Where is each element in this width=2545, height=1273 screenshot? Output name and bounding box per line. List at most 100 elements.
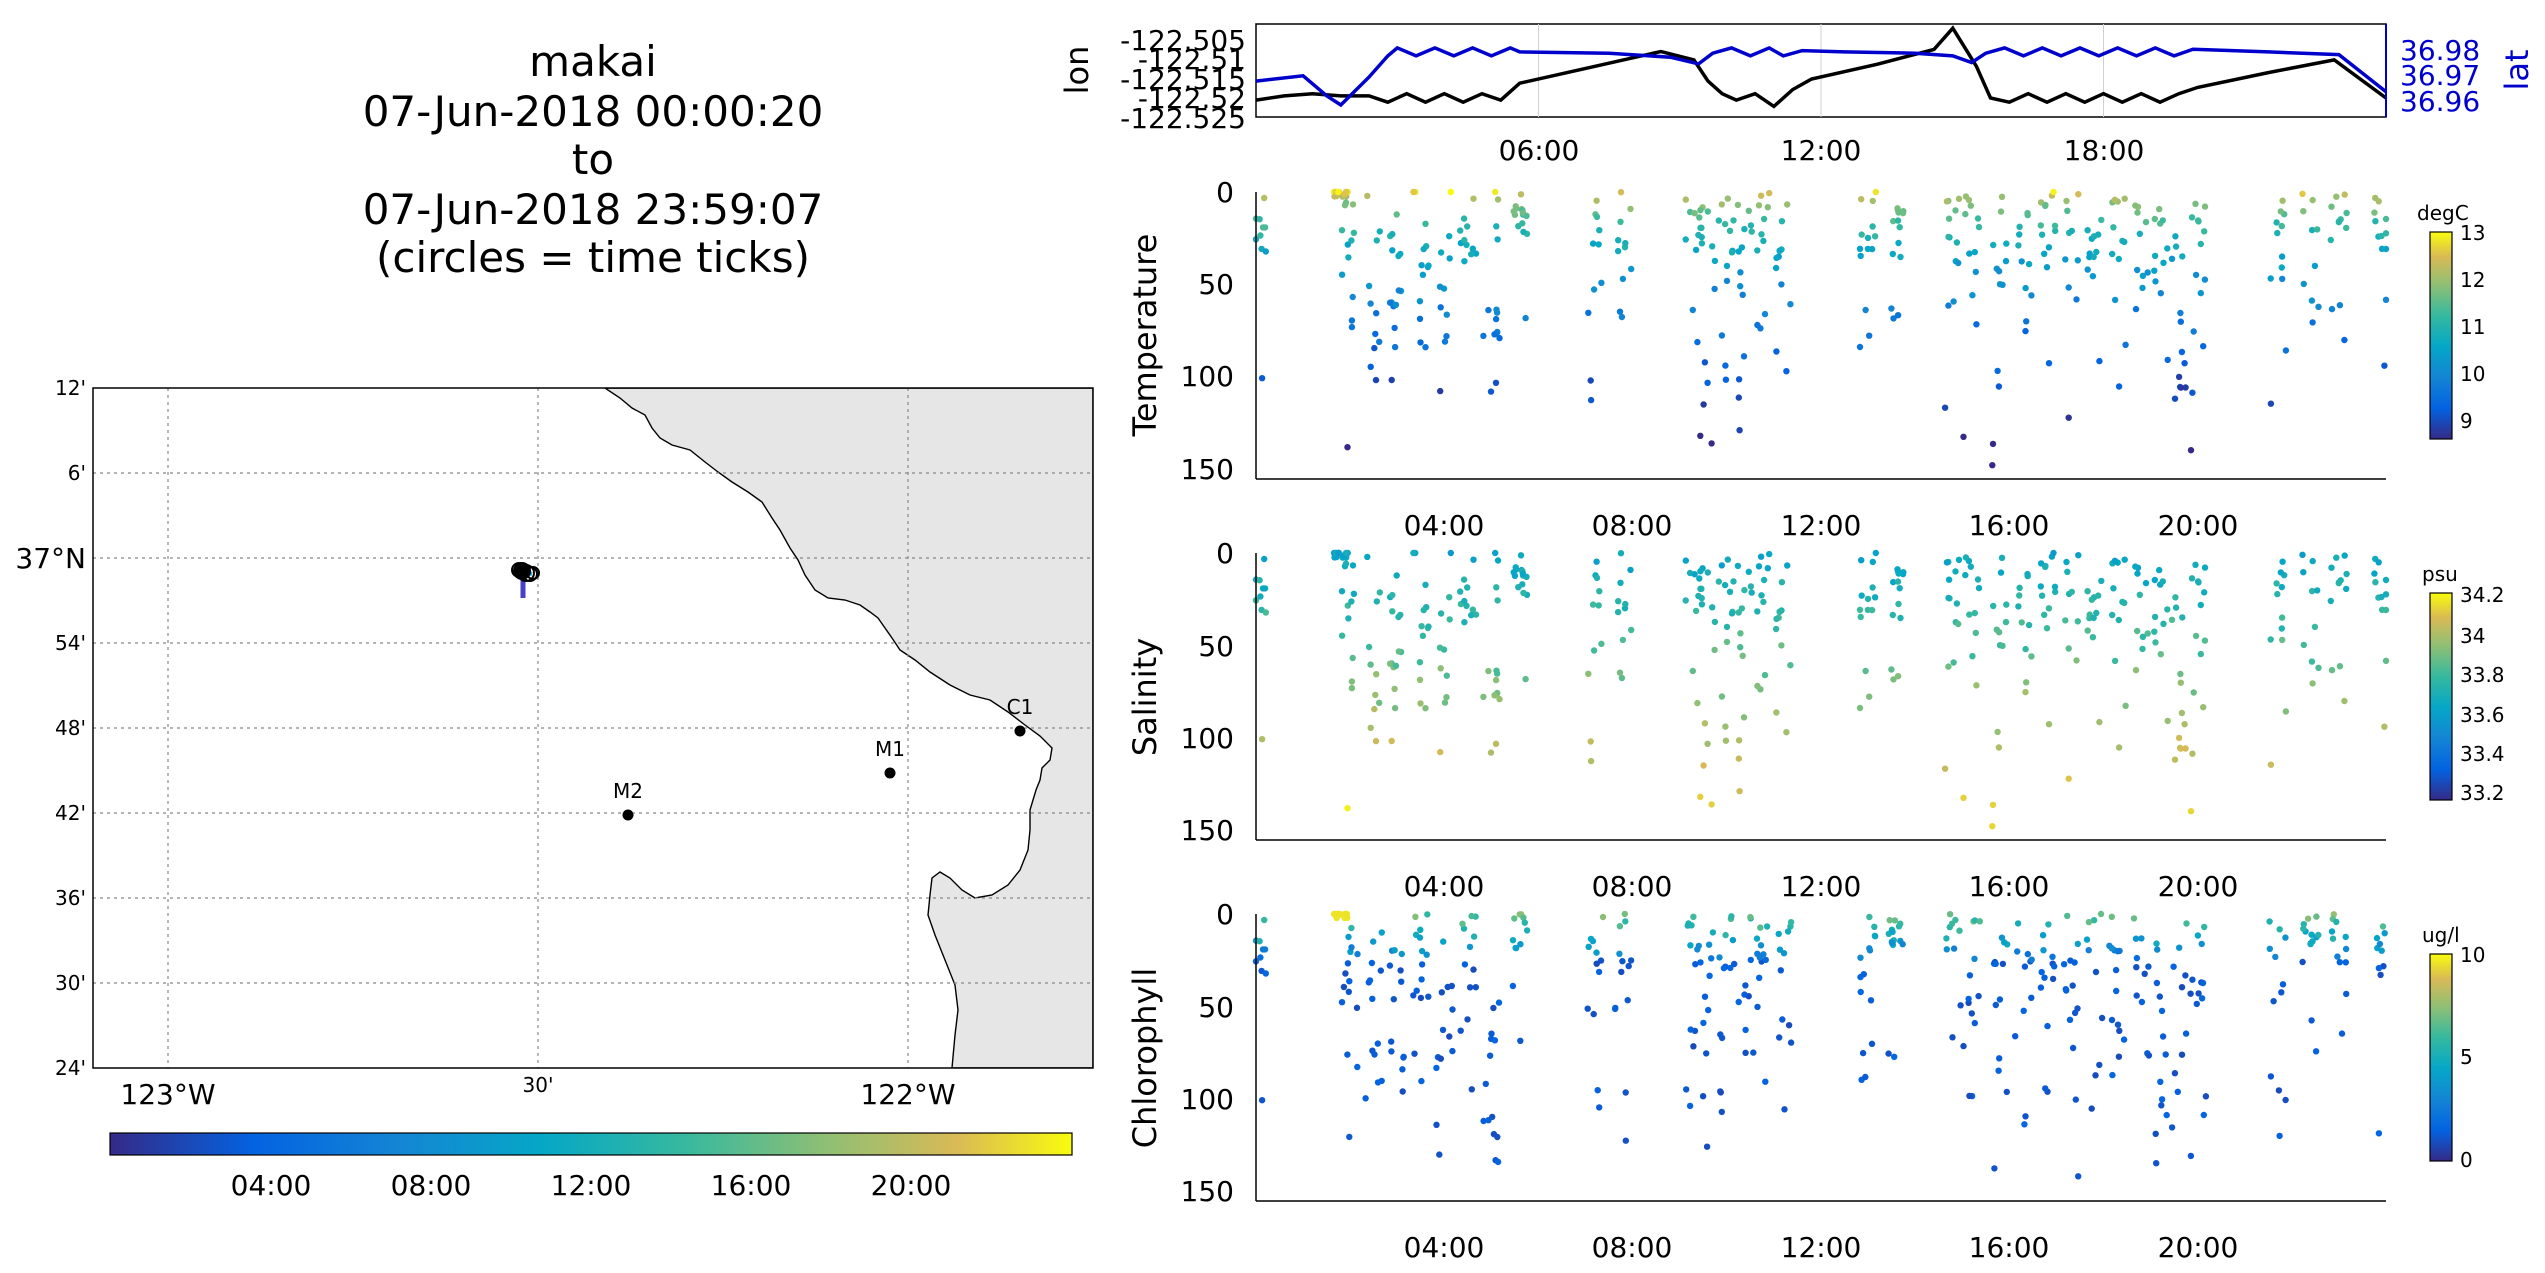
salinity-point [2279,558,2286,565]
chlorophyll-point [1468,1086,1476,1093]
lon-tick: -122.52 [1138,82,1246,115]
temperature-point [2157,290,2164,297]
salinity-point [2197,650,2204,658]
chlorophyll-x-ticks: 04:00 08:00 12:00 16:00 20:00 [1404,1231,2239,1264]
lat-ticks: 36.98 36.97 36.96 [2385,24,2480,118]
salinity-point [2075,552,2082,559]
salinity-point [2022,688,2029,696]
salinity-point [1697,585,1704,592]
temperature-point [2382,245,2390,253]
temperature-point [2142,218,2150,226]
chlorophyll-point [1618,968,1625,976]
lat-axis-label: lat [2498,49,2536,90]
chlorophyll-point [2145,963,2152,970]
salinity-point [1760,598,1767,606]
salinity-point [2065,775,2072,782]
map-lat-ticks: 12' 6' 37°N 54' 48' 42' 36' 30' 24' [15,376,86,1080]
temperature-point [1493,223,1500,230]
temperature-y-tick: 150 [1181,453,1234,486]
temperature-point [1627,205,1634,213]
chlorophyll-point [1388,1048,1395,1055]
salinity-point [2328,666,2336,674]
salinity-point [1619,636,1627,644]
chlorophyll-point [2308,1017,2315,1024]
temperature-point [2045,244,2053,251]
chlorophyll-point [2163,1111,2170,1119]
salinity-point [1493,667,1500,674]
chlorophyll-point [1857,973,1864,981]
salinity-point [1443,672,1451,679]
chlorophyll-point [1747,913,1754,921]
temperature-points [1252,188,2390,469]
temperature-point [1617,218,1624,225]
salinity-point [2115,744,2123,751]
chlorophyll-point [1866,945,1873,952]
temperature-point [1773,254,1780,262]
chlorophyll-point [1374,1079,1382,1086]
temperature-point [1897,253,1904,261]
temperature-point [1971,248,1979,256]
chlorophyll-point [1701,993,1709,1000]
temperature-point [1371,344,1378,352]
chlorophyll-point [1257,954,1264,961]
temperature-point [2132,305,2140,313]
map-lat-tick: 48' [55,716,86,740]
chlorophyll-point [1741,991,1748,998]
chlorophyll-point [1754,950,1761,957]
chlorophyll-point [2133,954,2141,962]
temperature-point [1736,427,1743,434]
temperature-point [1895,239,1902,247]
temperature-point [1348,317,1356,324]
chlorophyll-point [1949,1034,1956,1041]
temperature-point [1628,265,1635,273]
temperature-point [1975,223,1983,231]
salinity-point [2164,606,2171,613]
map-lat-tick: 42' [55,801,86,825]
salinity-y-tick: 100 [1181,722,1234,755]
temperature-point [1973,321,1980,328]
temperature-point [1890,315,1897,322]
chlorophyll-point [1757,942,1765,949]
temperature-point [1945,233,1952,241]
chlorophyll-point [2037,984,2045,991]
chlorophyll-point [2020,1007,2027,1014]
temperature-point [1890,217,1897,225]
chlorophyll-point [1722,931,1729,939]
temperature-point [2188,214,2196,221]
chlorophyll-point [1950,945,1958,952]
chlorophyll-points [1252,910,2388,1180]
temperature-point [1389,247,1396,254]
temperature-point [1754,321,1761,329]
temperature-point [2278,264,2285,271]
salinity-point [1416,659,1424,666]
chlorophyll-point [1438,989,1446,996]
temperature-point [1480,332,1487,340]
temperature-point [1869,223,1876,230]
chlorophyll-point [2201,923,2208,931]
temperature-point [2175,373,2183,381]
chlorophyll-colorbar-ticks: 10 5 0 [2460,943,2485,1172]
chlorophyll-point [1966,972,1974,979]
temperature-point [1492,315,1500,323]
chlorophyll-point [1470,966,1477,973]
salinity-point [1492,549,1499,557]
temperature-point [1858,231,1865,238]
salinity-point [2168,616,2176,623]
salinity-point [1866,693,1873,700]
chlorophyll-point [1742,1026,1749,1034]
temperature-point [2171,395,2179,402]
temperature-point [2336,302,2344,309]
salinity-point [1391,685,1398,693]
temperature-point [2381,362,2388,369]
temperature-point [1754,247,1761,254]
temperature-point [1619,275,1627,283]
salinity-point [2068,588,2075,596]
chlorophyll-point [2158,1096,2166,1103]
temperature-point [1256,216,1263,223]
temperature-point [1470,195,1477,202]
chlorophyll-point [1762,1078,1769,1085]
salinity-point [1393,572,1400,579]
chlorophyll-point [2334,953,2341,960]
chlorophyll-point [1965,995,1972,1003]
temperature-point [1510,208,1517,215]
